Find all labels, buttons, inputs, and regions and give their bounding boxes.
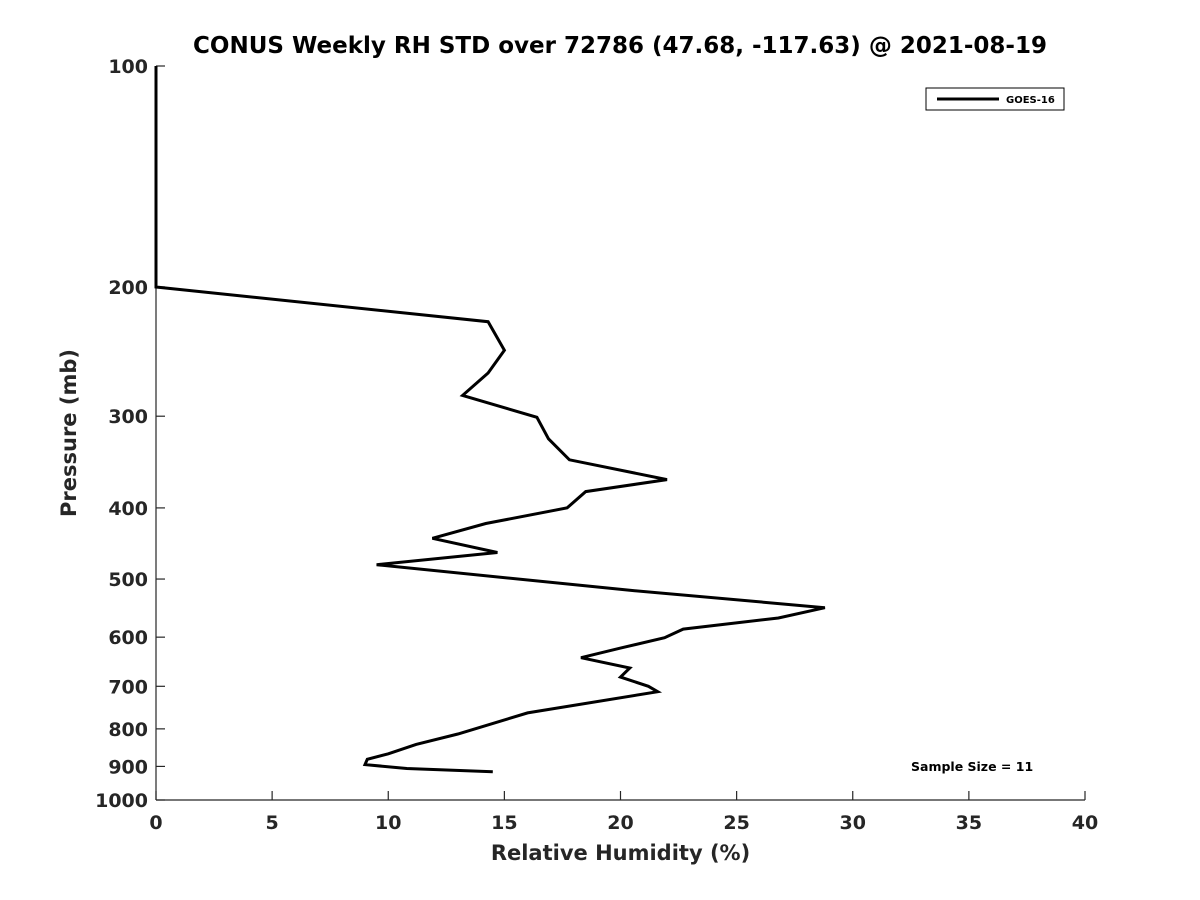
y-tick-label: 800 bbox=[108, 719, 148, 741]
series-line-goes-16 bbox=[154, 66, 826, 774]
x-tick-label: 25 bbox=[723, 812, 749, 834]
y-axis-ticks: 100 200 300 400 500 600 700 800 900 1000 bbox=[95, 56, 165, 812]
y-tick-label: 900 bbox=[108, 756, 148, 778]
y-tick-label: 600 bbox=[108, 627, 148, 649]
y-tick-label: 200 bbox=[108, 277, 148, 299]
y-tick-label: 700 bbox=[108, 676, 148, 698]
x-tick-label: 5 bbox=[266, 812, 279, 834]
x-tick-label: 40 bbox=[1072, 812, 1098, 834]
y-tick-label: 1000 bbox=[95, 790, 148, 812]
x-tick-label: 30 bbox=[840, 812, 866, 834]
x-tick-label: 10 bbox=[375, 812, 401, 834]
sample-size-annotation: Sample Size = 11 bbox=[911, 759, 1033, 774]
y-tick-label: 400 bbox=[108, 498, 148, 520]
x-tick-label: 0 bbox=[149, 812, 162, 834]
axes bbox=[155, 66, 1085, 801]
chart-title: CONUS Weekly RH STD over 72786 (47.68, -… bbox=[193, 33, 1047, 59]
x-tick-label: 15 bbox=[491, 812, 517, 834]
y-tick-label: 500 bbox=[108, 569, 148, 591]
x-axis-ticks: 0 5 10 15 20 25 30 35 40 bbox=[149, 791, 1098, 834]
y-axis-label: Pressure (mb) bbox=[57, 349, 81, 517]
y-tick-label: 100 bbox=[108, 56, 148, 78]
x-tick-label: 35 bbox=[956, 812, 982, 834]
legend: GOES-16 bbox=[925, 87, 1065, 111]
x-tick-label: 20 bbox=[607, 812, 633, 834]
series-layer bbox=[154, 66, 826, 774]
x-axis-label: Relative Humidity (%) bbox=[491, 841, 750, 865]
y-tick-label: 300 bbox=[108, 406, 148, 428]
legend-entry-goes-16: GOES-16 bbox=[1006, 95, 1055, 106]
